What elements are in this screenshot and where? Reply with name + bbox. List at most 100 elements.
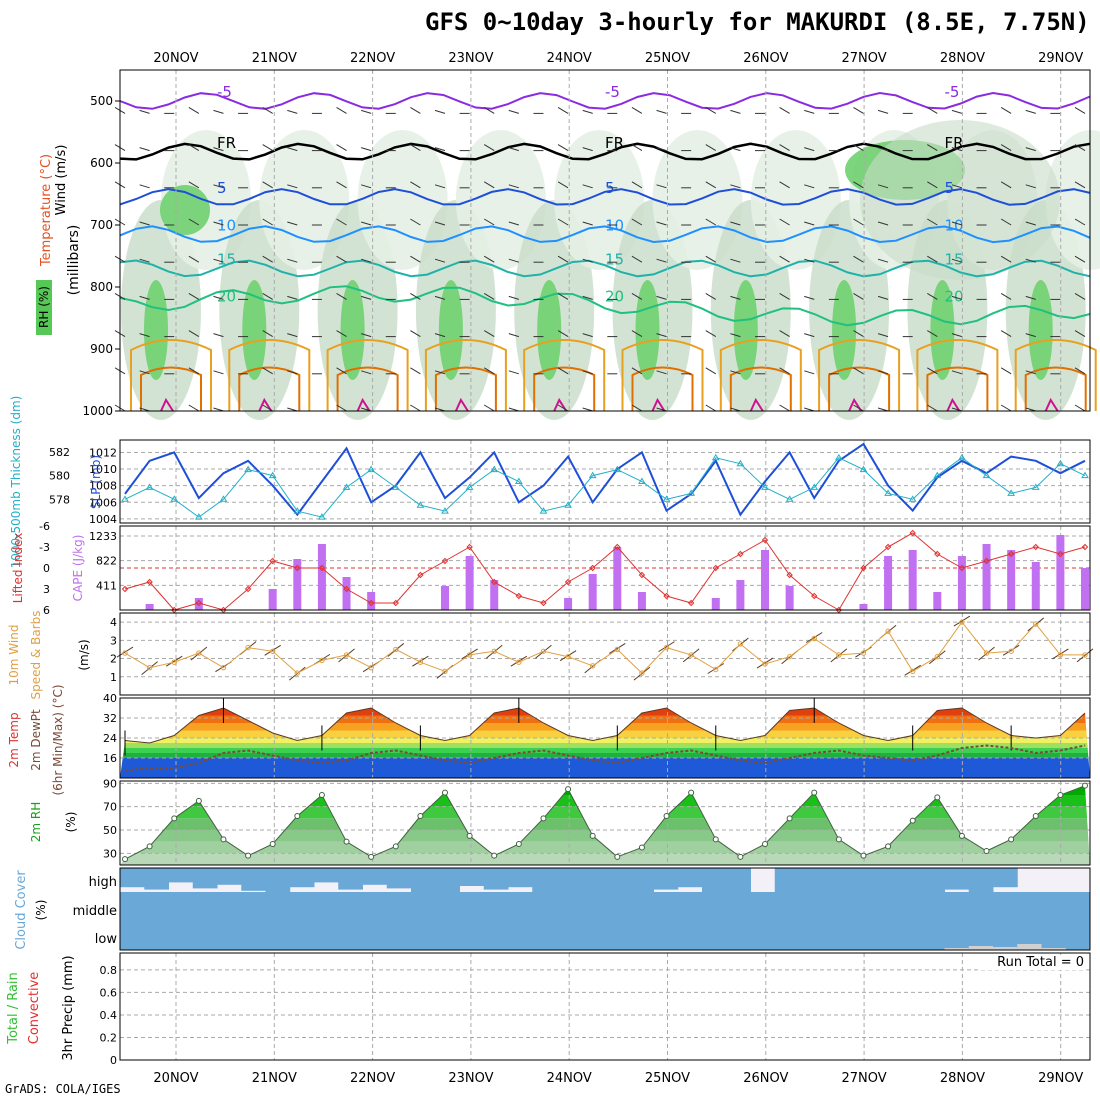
wind-barb: [705, 367, 717, 375]
surface-wind-barb: [756, 657, 774, 669]
temp-band: [120, 730, 1090, 738]
high-cloud-bar: [144, 868, 169, 890]
wind-barb: [1000, 218, 1012, 226]
rh-band: [120, 818, 1090, 830]
high-cloud-bar: [556, 868, 582, 892]
lifted-index-point: [417, 571, 424, 579]
wind-barb: [557, 181, 569, 189]
wind-barb: [1025, 109, 1036, 114]
wind-barb: [656, 109, 667, 114]
temp-frame: [119, 697, 1091, 779]
wind-barb: [705, 255, 717, 263]
wind-barb: [557, 404, 569, 412]
wind-barb: [656, 295, 667, 300]
cape-bar: [1081, 568, 1089, 610]
wind-barb: [877, 295, 889, 300]
wind-speed-point: [836, 652, 842, 658]
lifted-index-point: [343, 585, 350, 593]
wind-barb: [582, 147, 593, 152]
cape-bar: [293, 559, 302, 610]
wind-barb: [877, 333, 889, 338]
wind-barb: [779, 181, 790, 189]
wind-speed-point: [663, 644, 670, 651]
x-tick-label-bottom: 29NOV: [1038, 1071, 1083, 1086]
wind-barb: [656, 221, 667, 226]
rh-point: [318, 792, 325, 798]
rh-point: [811, 789, 818, 796]
lifted-index-point: [466, 543, 473, 551]
y-tick-label: 600: [90, 156, 113, 170]
thickness-point: [194, 513, 203, 520]
wind-speed-point: [713, 666, 719, 673]
wind-barb: [483, 106, 495, 114]
rh-point: [392, 843, 399, 850]
high-cloud-bar: [896, 868, 921, 892]
cape-bar: [564, 598, 573, 610]
wind-barb: [1074, 404, 1086, 412]
cape-tick-label: 822: [96, 555, 117, 568]
isotherm-line: [119, 259, 1091, 278]
wind-barb: [1025, 221, 1036, 226]
rh-point: [294, 813, 301, 819]
wind-barb: [1074, 144, 1086, 152]
rh-point: [1008, 836, 1015, 843]
temp-band: [120, 748, 1090, 753]
thickness-point: [958, 453, 966, 461]
lifted-index-point: [1081, 543, 1089, 551]
wind-barb: [1074, 106, 1086, 114]
wind-barb: [927, 106, 938, 114]
rh-point: [885, 843, 892, 850]
wind-barb: [508, 370, 519, 375]
wind-barb: [631, 404, 643, 412]
rh-point: [343, 838, 350, 845]
wind-barb: [582, 370, 593, 375]
wind-speed-point: [737, 641, 744, 647]
wind-barb: [804, 109, 815, 114]
surface-wind-barb: [658, 641, 675, 653]
wind-speed-point: [565, 654, 571, 660]
cape-bar: [317, 544, 326, 610]
wind-speed-point: [589, 663, 596, 669]
lifted-index-point: [909, 529, 916, 537]
slp-line: [124, 442, 1086, 517]
wind-barb: [434, 295, 446, 300]
wind-speed-point: [294, 670, 301, 676]
thickness-point: [859, 465, 868, 473]
surface-wind-barb: [510, 655, 528, 667]
precip-tick-label: 0: [110, 1054, 117, 1067]
thickness-point: [588, 471, 597, 479]
temp-tick-label: 24: [103, 732, 117, 745]
wind-barb: [213, 333, 224, 338]
wind-barb: [951, 184, 963, 189]
surface-wind-barb: [1002, 644, 1020, 656]
wind-barb: [213, 295, 224, 300]
temp-band: [120, 753, 1090, 758]
thickness-point: [539, 507, 548, 514]
lifted-index-point: [564, 578, 572, 586]
wind-barb: [1025, 258, 1036, 263]
wind-barb: [582, 109, 593, 114]
wind-barb: [730, 370, 741, 375]
run-total-label: Run Total = 0: [997, 955, 1084, 970]
isotherm-35: [848, 397, 862, 412]
wind-barb: [287, 221, 298, 226]
li-tick-label: 6: [43, 604, 50, 617]
wind-barb: [213, 109, 224, 114]
wind-barb: [705, 106, 717, 114]
wind-barb: [582, 295, 593, 300]
thickness-point: [1081, 471, 1089, 479]
wind-speed-point: [1033, 621, 1039, 627]
rh-point: [220, 836, 227, 843]
lifted-index-point: [786, 571, 793, 579]
rh-point: [122, 856, 128, 863]
cape-bar: [933, 592, 942, 610]
thickness-point: [342, 483, 351, 490]
wind-barb: [410, 292, 421, 300]
thickness-frame: [119, 439, 1091, 524]
thickness-line: [124, 457, 1086, 518]
temp-tick-label: 32: [103, 712, 117, 725]
wind-barb: [1000, 255, 1012, 263]
lifted-index-point: [294, 564, 301, 572]
wind-barb: [361, 370, 372, 375]
wind-barb: [410, 404, 421, 412]
